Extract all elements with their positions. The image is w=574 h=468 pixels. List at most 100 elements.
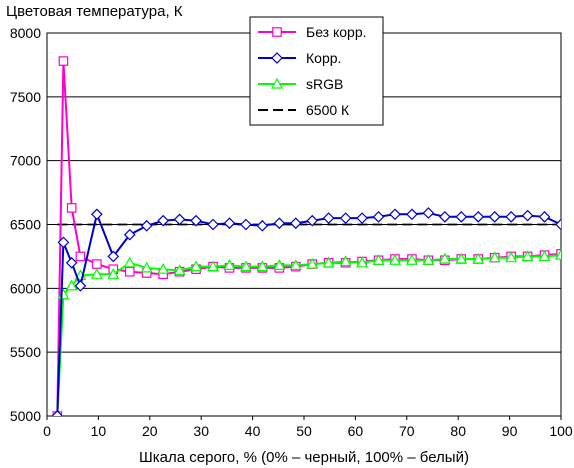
y-tick-label-5000: 5000	[10, 408, 41, 424]
series-2-point-23	[405, 254, 418, 265]
legend-label-3: 6500 К	[306, 102, 350, 118]
series-2-point-13	[239, 260, 252, 272]
series-2-point-4	[90, 268, 103, 279]
series-2-point-27	[472, 252, 485, 264]
y-tick-label-5500: 5500	[10, 344, 41, 360]
series-1-point-9	[173, 213, 186, 226]
y-tick-label-6500: 6500	[10, 217, 41, 233]
series-2-point-8	[157, 262, 170, 274]
series-1-point-17	[306, 214, 319, 227]
series-1-point-18	[322, 212, 335, 224]
series-2-point-9	[173, 264, 186, 276]
series-2-point-32	[554, 248, 561, 260]
series-0-point-3	[75, 251, 86, 262]
series-1-point-2	[65, 256, 78, 269]
series-1-point-20	[356, 212, 368, 224]
x-tick-label-100: 100	[549, 423, 573, 439]
series-2-point-7	[140, 261, 153, 273]
x-tick-label-80: 80	[450, 423, 466, 439]
series-2-point-22	[388, 254, 401, 265]
series-0-point-2	[66, 203, 77, 213]
series-1-point-16	[289, 217, 302, 230]
series-1-point-30	[521, 209, 534, 222]
series-1-point-26	[455, 210, 468, 223]
series-2-point-11	[207, 260, 220, 272]
y-tick-label-8000: 8000	[10, 25, 41, 41]
series-2-point-6	[123, 256, 136, 268]
series-2	[53, 248, 561, 416]
series-2-point-21	[372, 254, 385, 265]
series-1-point-5	[107, 250, 120, 263]
series-1-point-27	[472, 210, 485, 223]
series-line-2	[56, 254, 561, 416]
series-1-point-13	[240, 218, 252, 231]
series-1-point-6	[123, 228, 136, 241]
series-1-point-1	[57, 236, 70, 249]
series-1-point-29	[505, 210, 517, 223]
series-1-point-21	[372, 210, 385, 223]
x-tick-label-60: 60	[348, 423, 364, 439]
x-tick-label-40: 40	[245, 423, 261, 439]
series-1-point-8	[157, 214, 170, 227]
series-1	[51, 207, 561, 416]
x-tick-label-70: 70	[399, 423, 415, 439]
series-2-point-10	[190, 260, 203, 272]
series-2-point-19	[339, 255, 352, 267]
series-1-point-24	[422, 207, 435, 219]
series-1-point-3	[74, 279, 87, 292]
series-0-point-1	[58, 56, 69, 66]
series-2-point-14	[256, 260, 269, 272]
series-1-point-15	[273, 217, 286, 230]
series-0-point-4	[92, 259, 102, 269]
series-2-point-16	[289, 259, 302, 270]
x-tick-label-50: 50	[296, 423, 312, 439]
series-1-point-32	[555, 218, 561, 231]
series-2-point-15	[273, 259, 286, 270]
series-2-point-28	[488, 251, 501, 263]
series-1-point-4	[91, 208, 103, 221]
legend: Без корр. Корр. sRGB 6500 К	[249, 16, 384, 126]
x-tick-label-90: 90	[502, 423, 518, 439]
legend-marker-0	[272, 27, 282, 37]
series-2-point-25	[438, 252, 451, 264]
y-tick-label-7000: 7000	[10, 153, 41, 169]
legend-label-1: Корр.	[306, 50, 341, 66]
series-1-point-7	[140, 219, 153, 232]
y-tick-labels: 5000 5500 6000 6500 7000 7500 8000	[10, 25, 41, 424]
legend-marker-1	[271, 52, 283, 64]
x-tick-label-10: 10	[91, 423, 107, 439]
series-2-point-24	[422, 254, 435, 265]
series-1-point-23	[406, 208, 418, 221]
y-tick-label-6000: 6000	[10, 280, 41, 296]
series-2-point-26	[455, 252, 468, 264]
series-2-point-29	[505, 251, 518, 263]
series-1-point-12	[223, 217, 236, 230]
series-1-point-14	[256, 219, 269, 232]
series-2-point-2	[65, 279, 78, 291]
series-line-1	[56, 210, 561, 416]
series-1-point-0	[51, 410, 64, 416]
series-2-point-20	[356, 256, 369, 268]
x-axis-title: Шкала серого, % (0% – черный, 100% – бел…	[139, 449, 469, 466]
series-2-point-17	[306, 257, 319, 269]
legend-label-0: Без корр.	[306, 24, 367, 40]
series-1-point-31	[538, 210, 551, 223]
series-2-point-18	[322, 256, 335, 268]
series-1-point-19	[339, 212, 352, 224]
series-1-point-10	[190, 214, 202, 227]
series-0-point-6	[124, 266, 135, 277]
series-2-point-12	[223, 259, 236, 270]
series-1-point-11	[207, 218, 219, 231]
x-tick-label-0: 0	[43, 423, 51, 439]
x-tick-label-20: 20	[142, 423, 158, 439]
legend-label-2: sRGB	[306, 76, 343, 92]
legend-box	[249, 16, 384, 126]
series-2-point-5	[107, 268, 120, 279]
series-2-point-30	[521, 250, 534, 262]
series-2-point-31	[538, 250, 551, 262]
y-axis-title: Цветовая температура, К	[6, 3, 183, 20]
x-tick-label-30: 30	[193, 423, 209, 439]
series-group	[51, 56, 561, 416]
series-1-point-28	[488, 210, 501, 223]
